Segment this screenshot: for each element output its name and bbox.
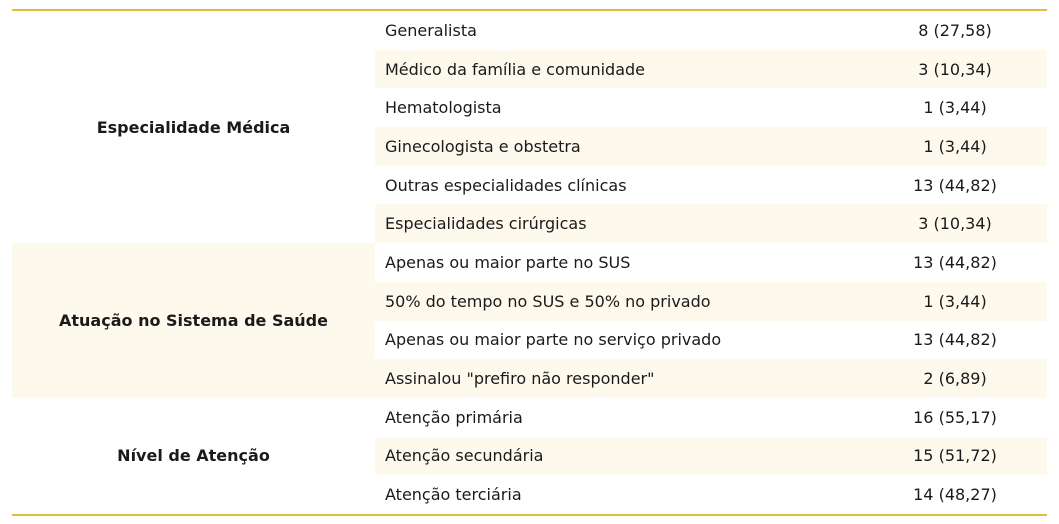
table-body: Especialidade Médica Generalista 8 (27,58)…	[12, 10, 1047, 515]
table-row: Especialidade Médica Generalista 8 (27,58)	[12, 10, 1047, 137]
item-label: Apenas ou maior parte no serviço privado	[385, 330, 722, 350]
item-label: Especialidades cirúrgicas	[375, 204, 805, 244]
table-row: Médico da família e comunidade 3 (10,34)	[12, 49, 1047, 89]
item-value: 13 (44,82)	[913, 330, 997, 350]
data-table: Especialidade Médica Generalista 8 (27,58)…	[12, 9, 1047, 516]
item-label: Assinalou "prefiro não responder"	[375, 359, 805, 398]
item-label: 50% do tempo no SUS e 50% no privado	[375, 281, 805, 321]
item-value: 16 (55,17)	[913, 407, 997, 427]
group-label: Especialidade Médica	[96, 117, 291, 137]
item-value: 13 (44,82)	[913, 252, 997, 272]
table-row: Atenção secundária 15 (51,72)	[12, 436, 1047, 476]
table-row: Especialidades cirúrgicas 3 (10,34)	[12, 204, 1047, 244]
item-label: Atenção terciária	[385, 485, 522, 505]
table-row: Apenas ou maior parte no serviço privado…	[12, 321, 1047, 360]
table-row: Nível de Atenção Atenção primária 16 (55,1…	[12, 398, 1047, 466]
group-label: Nível de Atenção	[117, 446, 270, 466]
item-label: Apenas ou maior parte no SUS	[385, 252, 631, 272]
item-label: Médico da família e comunidade	[375, 49, 805, 89]
item-value: 2 (6,89)	[805, 359, 1047, 398]
item-value: 15 (51,72)	[805, 436, 1047, 476]
table-row: Hematologista 1 (3,44)	[12, 88, 1047, 127]
item-label: Hematologista	[385, 98, 502, 118]
item-value: 3 (10,34)	[805, 49, 1047, 89]
item-label: Atenção primária	[385, 407, 523, 427]
item-value: 13 (44,82)	[913, 175, 997, 195]
table-row: Assinalou "prefiro não responder" 2 (6,89…	[12, 359, 1047, 398]
table-row: 50% do tempo no SUS e 50% no privado 1 (3…	[12, 281, 1047, 321]
item-value: 1 (3,44)	[805, 127, 1047, 166]
table-row: Ginecologista e obstetra 1 (3,44)	[12, 127, 1047, 166]
item-label: Generalista	[385, 20, 477, 40]
item-value: 3 (10,34)	[805, 204, 1047, 244]
item-value: 1 (3,44)	[923, 98, 987, 118]
item-value: 14 (48,27)	[913, 485, 997, 505]
item-label: Ginecologista e obstetra	[375, 127, 805, 166]
table-row: Atuação no Sistema de Saúde Apenas ou mai…	[12, 243, 1047, 398]
item-label: Atenção secundária	[375, 436, 805, 476]
item-value: 8 (27,58)	[918, 20, 992, 40]
table-row: Atenção terciária 14 (48,27)	[12, 475, 1047, 515]
table-row: Outras especialidades clínicas 13 (44,82)	[12, 166, 1047, 205]
item-value: 1 (3,44)	[805, 281, 1047, 321]
group-label: Atuação no Sistema de Saúde	[12, 243, 375, 398]
item-label: Outras especialidades clínicas	[385, 175, 627, 195]
